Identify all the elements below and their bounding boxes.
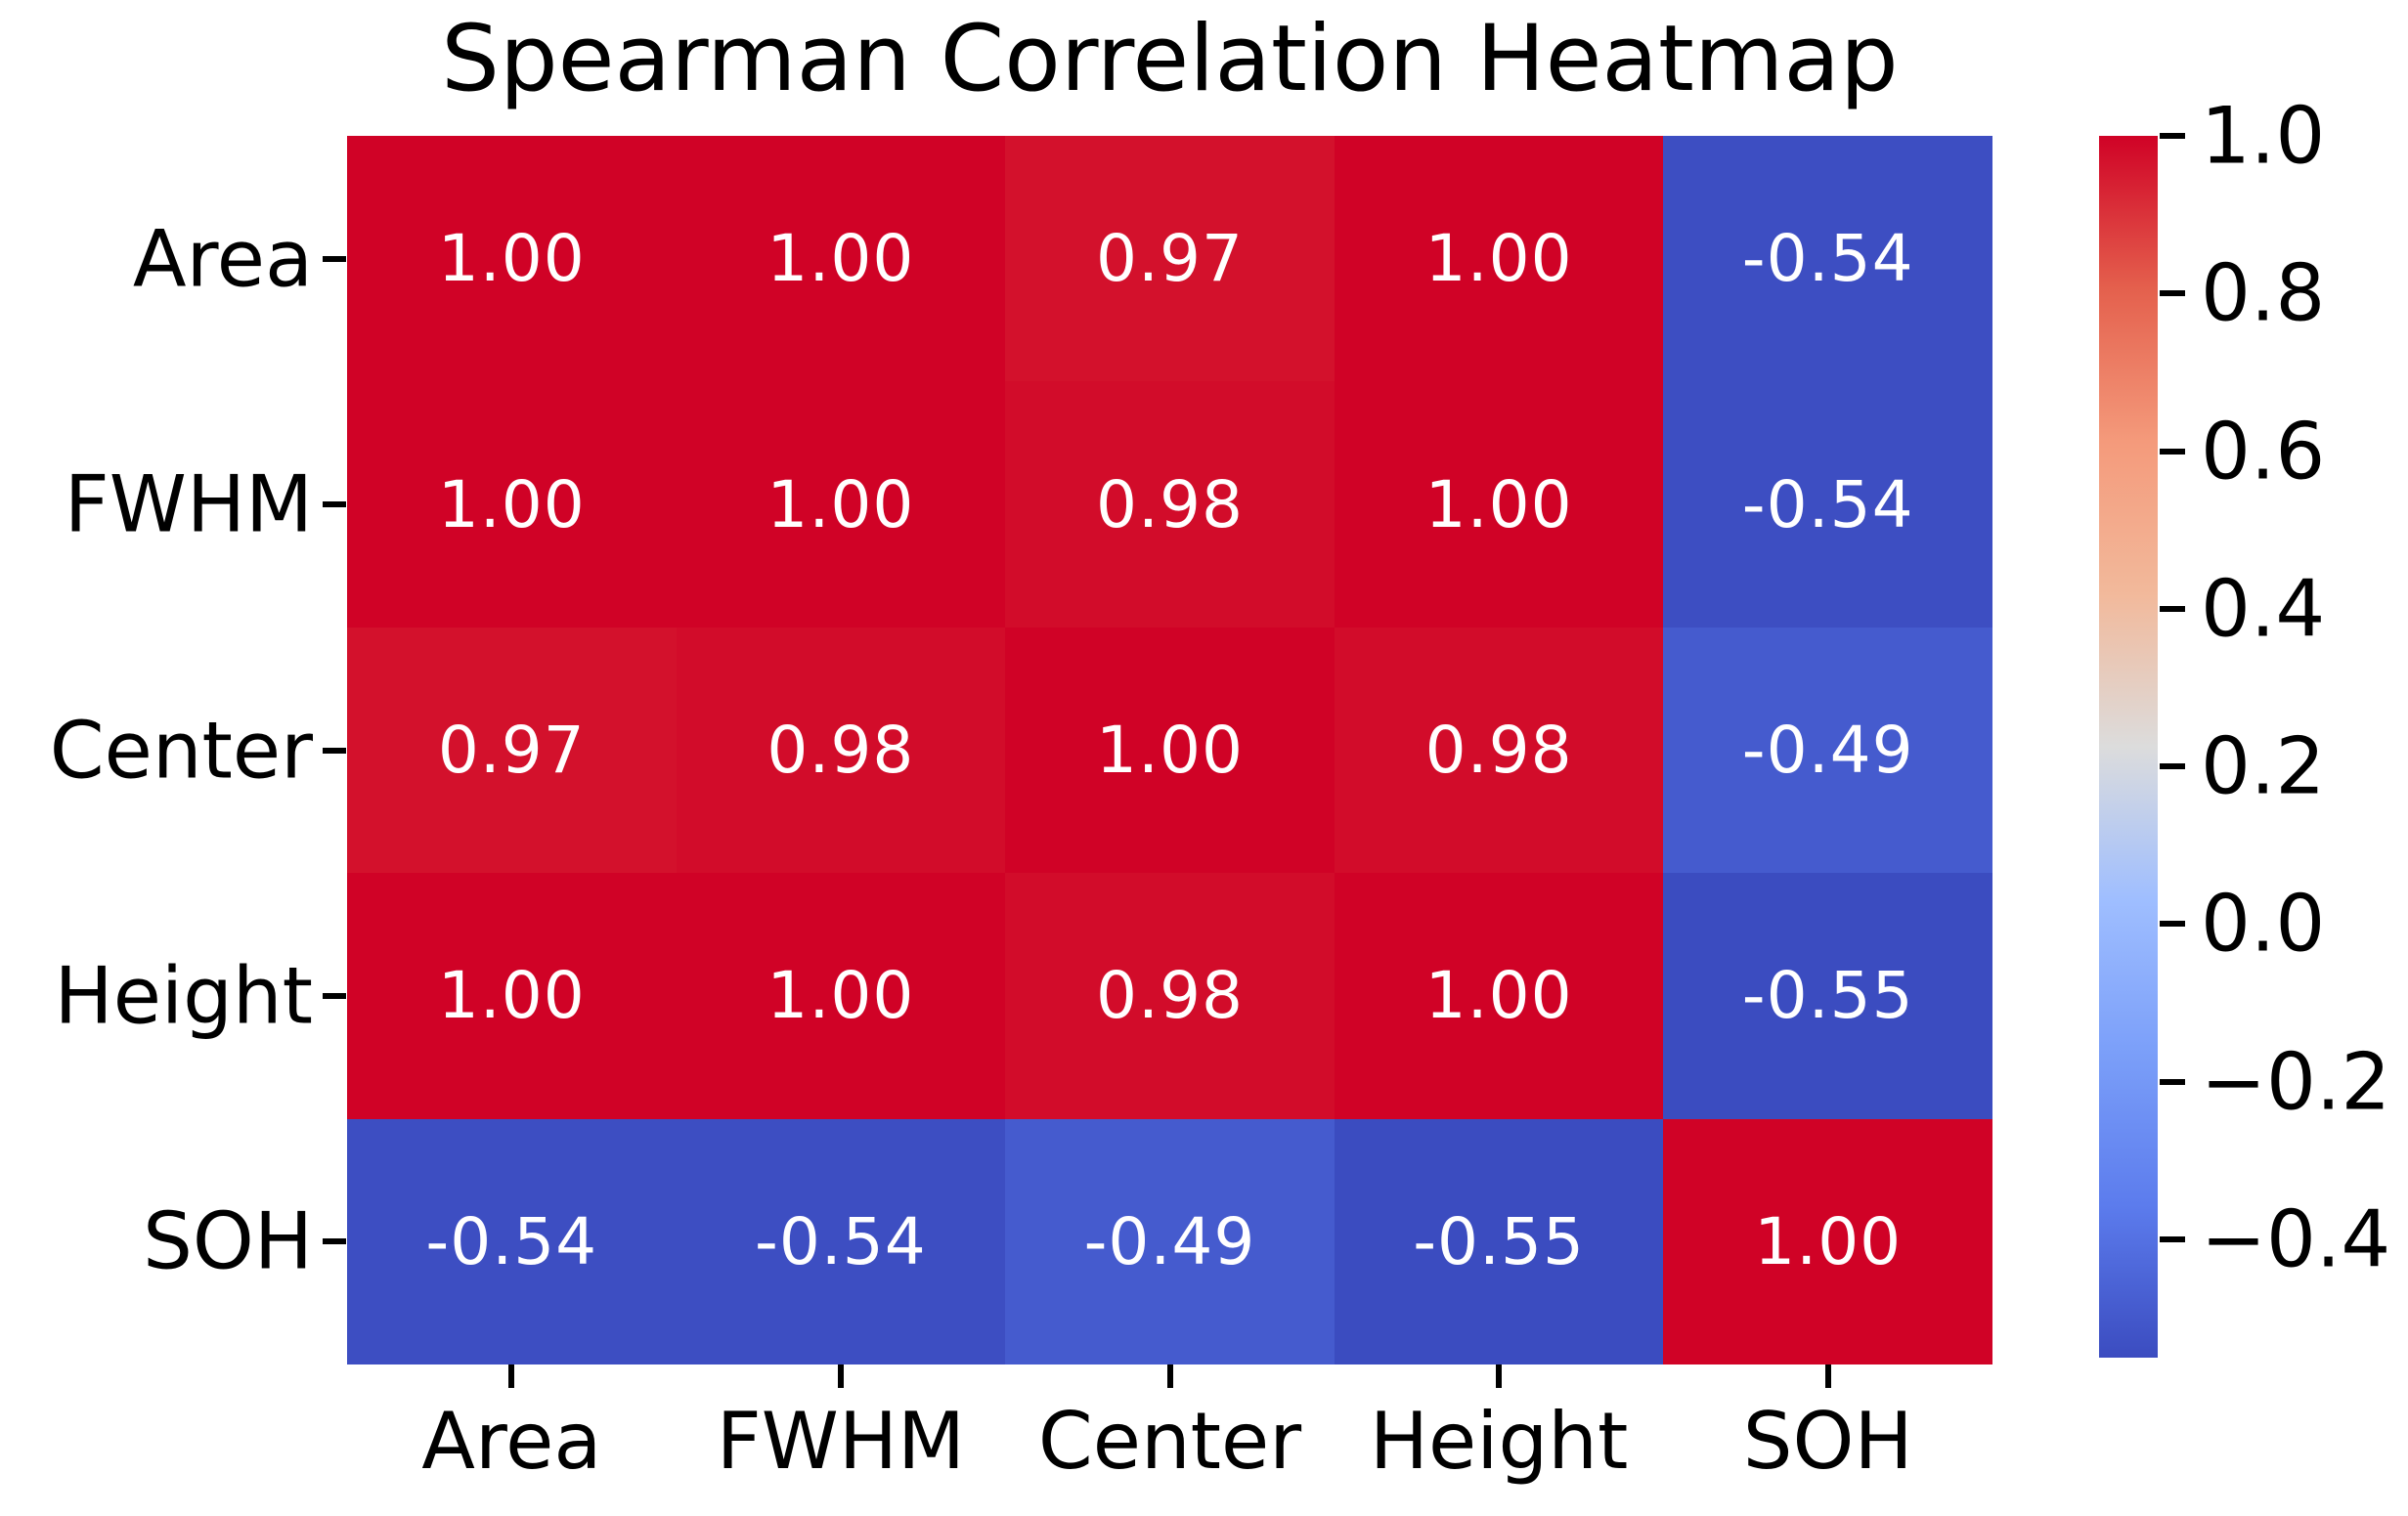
colorbar-tick-mark — [2160, 605, 2185, 612]
cell-value: -0.54 — [755, 1203, 927, 1279]
y-tick-mark — [323, 992, 346, 999]
chart-title: Spearman Correlation Heatmap — [441, 6, 1899, 112]
y-tick-mark — [323, 255, 346, 262]
y-tick-mark — [323, 1238, 346, 1245]
colorbar-tick-mark — [2160, 921, 2185, 928]
colorbar-ticks: 1.0 0.8 0.6 0.4 0.2 0.0 −0.2 −0.4 — [2158, 91, 2408, 1358]
cell-value: -0.49 — [1741, 712, 1914, 788]
cell-value: 1.00 — [766, 958, 915, 1034]
colorbar-tick-mark — [2160, 1078, 2185, 1085]
heatmap-cell: -0.49 — [1005, 1118, 1335, 1364]
heatmap-cell: 0.98 — [1005, 873, 1335, 1119]
heatmap-cell: 0.98 — [1334, 627, 1664, 874]
x-axis-ticks — [347, 1364, 1992, 1390]
x-tick-label: Center — [1037, 1396, 1302, 1487]
cell-value: -0.54 — [1741, 221, 1914, 297]
cell-value: -0.49 — [1083, 1203, 1256, 1279]
cell-value: 1.00 — [437, 466, 586, 542]
cell-value: 0.97 — [437, 712, 586, 788]
colorbar-tick-mark — [2160, 448, 2185, 455]
x-tick-label: SOH — [1742, 1396, 1913, 1487]
cell-value: 1.00 — [1424, 466, 1573, 542]
cell-value: 1.00 — [1424, 958, 1573, 1034]
x-tick-mark — [1166, 1364, 1173, 1388]
x-tick-mark — [1496, 1364, 1503, 1388]
cell-value: 0.97 — [1096, 221, 1244, 297]
cell-value: 1.00 — [1424, 221, 1573, 297]
colorbar-tick-label: 0.6 — [2201, 406, 2326, 498]
heatmap-cell: 1.00 — [1334, 873, 1664, 1119]
cell-value: 1.00 — [1754, 1203, 1903, 1279]
heatmap-cell: 1.00 — [347, 381, 677, 628]
heatmap-cell: -0.55 — [1663, 873, 1992, 1119]
cell-value: 0.98 — [766, 712, 915, 788]
x-tick-mark — [837, 1364, 844, 1388]
heatmap-cell: 0.97 — [347, 627, 677, 874]
y-axis-labels: Area FWHM Center Height SOH — [0, 136, 313, 1364]
heatmap-cell: -0.54 — [676, 1118, 1006, 1364]
y-tick-label: SOH — [143, 1195, 313, 1287]
heatmap-cell: -0.54 — [347, 1118, 677, 1364]
cell-value: 1.00 — [437, 221, 586, 297]
heatmap-cell: -0.54 — [1663, 381, 1992, 628]
colorbar-tick-label: 1.0 — [2201, 90, 2326, 182]
cell-value: 1.00 — [437, 958, 586, 1034]
cell-value: -0.55 — [1413, 1203, 1585, 1279]
y-tick-mark — [323, 747, 346, 754]
colorbar-tick-label: 0.8 — [2201, 247, 2326, 339]
cell-value: 0.98 — [1096, 466, 1244, 542]
colorbar-tick-label: 0.4 — [2201, 563, 2326, 655]
cell-value: 1.00 — [1096, 712, 1244, 788]
cell-value: 0.98 — [1424, 712, 1573, 788]
heatmap-cell: 1.00 — [676, 381, 1006, 628]
colorbar-tick-mark — [2160, 290, 2185, 297]
cell-value: 1.00 — [766, 221, 915, 297]
heatmap-cell: 1.00 — [676, 136, 1006, 382]
colorbar-tick-mark — [2160, 763, 2185, 770]
colorbar-tick-label: 0.0 — [2201, 878, 2326, 970]
x-tick-mark — [1824, 1364, 1831, 1388]
colorbar — [2099, 136, 2158, 1358]
cell-value: -0.54 — [1741, 466, 1914, 542]
heatmap-cell: 1.00 — [347, 136, 677, 382]
y-axis-ticks — [323, 136, 347, 1364]
heatmap-cell: 0.97 — [1005, 136, 1335, 382]
y-tick-label: Center — [49, 705, 313, 796]
heatmap-cell: 1.00 — [1663, 1118, 1992, 1364]
x-tick-label: FWHM — [716, 1396, 966, 1487]
colorbar-tick-label: −0.2 — [2201, 1036, 2391, 1128]
x-tick-label: Height — [1369, 1396, 1629, 1487]
colorbar-tick-mark — [2160, 1236, 2185, 1243]
heatmap-cell: -0.54 — [1663, 136, 1992, 382]
heatmap-grid: 1.00 1.00 0.97 1.00 -0.54 1.00 1.00 0.98 1.00 -0.… — [347, 136, 1992, 1364]
heatmap-cell: -0.49 — [1663, 627, 1992, 874]
y-tick-label: Area — [132, 213, 313, 305]
heatmap-cell: 1.00 — [1334, 381, 1664, 628]
cell-value: -0.55 — [1741, 958, 1914, 1034]
cell-value: 0.98 — [1096, 958, 1244, 1034]
y-tick-label: FWHM — [64, 458, 313, 550]
cell-value: 1.00 — [766, 466, 915, 542]
colorbar-tick-label: −0.4 — [2201, 1193, 2391, 1285]
y-tick-label: Height — [54, 950, 313, 1042]
y-tick-mark — [323, 501, 346, 508]
heatmap-cell: 0.98 — [1005, 381, 1335, 628]
heatmap-cell: 1.00 — [347, 873, 677, 1119]
colorbar-tick-label: 0.2 — [2201, 720, 2326, 812]
cell-value: -0.54 — [425, 1203, 598, 1279]
colorbar-tick-mark — [2160, 133, 2185, 139]
heatmap-cell: 0.98 — [676, 627, 1006, 874]
heatmap-cell: 1.00 — [676, 873, 1006, 1119]
x-axis-labels: Area FWHM Center Height SOH — [347, 1396, 1992, 1503]
heatmap-cell: -0.55 — [1334, 1118, 1664, 1364]
x-tick-label: Area — [421, 1396, 602, 1487]
heatmap-cell: 1.00 — [1005, 627, 1335, 874]
x-tick-mark — [508, 1364, 515, 1388]
heatmap-cell: 1.00 — [1334, 136, 1664, 382]
